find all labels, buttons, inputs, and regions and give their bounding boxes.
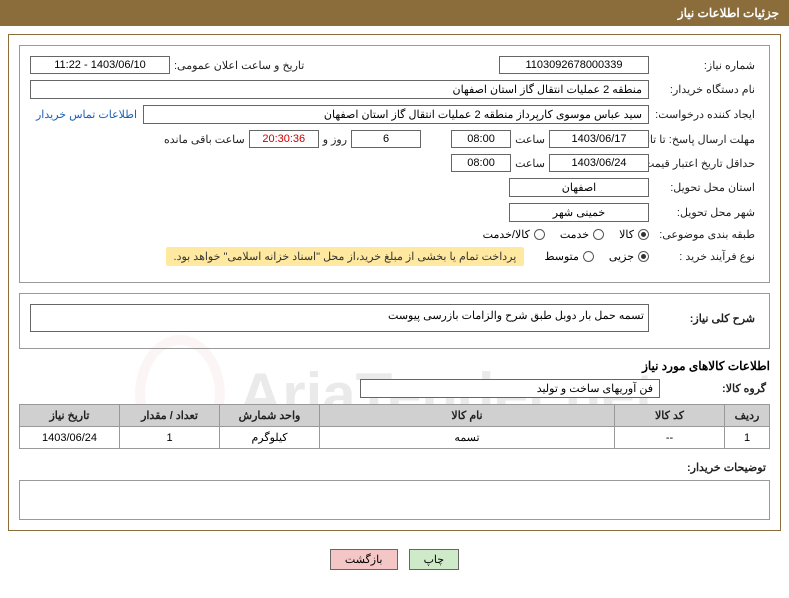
price-validity-label: حداقل تاریخ اعتبار قیمت: تا تاریخ: bbox=[649, 157, 759, 170]
hour-label-1: ساعت bbox=[511, 133, 549, 146]
row-request-creator: ایجاد کننده درخواست: سید عباس موسوی کارپ… bbox=[30, 105, 759, 124]
row-buyer-org: نام دستگاه خریدار: منطقه 2 عملیات انتقال… bbox=[30, 80, 759, 99]
request-creator-value: سید عباس موسوی کارپرداز منطقه 2 عملیات ا… bbox=[143, 105, 649, 124]
radio-kala-khedmat[interactable]: کالا/خدمت bbox=[483, 228, 545, 241]
general-desc-value: تسمه حمل بار دوبل طبق شرح والزامات بازرس… bbox=[30, 304, 649, 332]
col-date: تاریخ نیاز bbox=[20, 405, 120, 427]
buyer-notes-label: توضیحات خریدار: bbox=[660, 461, 770, 474]
table-header-row: ردیف کد کالا نام کالا واحد شمارش تعداد /… bbox=[20, 405, 770, 427]
time-remaining-label: ساعت باقی مانده bbox=[160, 133, 249, 146]
cell-row: 1 bbox=[725, 427, 770, 449]
goods-group-value: فن آوریهای ساخت و تولید bbox=[360, 379, 660, 398]
category-radio-group: کالا خدمت کالا/خدمت bbox=[483, 228, 649, 241]
days-remaining: 6 bbox=[351, 130, 421, 148]
row-category: طبقه بندی موضوعی: کالا خدمت کالا/خدمت bbox=[30, 228, 759, 241]
print-button[interactable]: چاپ bbox=[409, 549, 460, 570]
process-radio-group: جزیی متوسط bbox=[544, 250, 649, 263]
goods-group-label: گروه کالا: bbox=[660, 382, 770, 395]
button-bar: چاپ بازگشت bbox=[0, 539, 789, 580]
goods-section-title: اطلاعات کالاهای مورد نیاز bbox=[19, 359, 770, 373]
cell-date: 1403/06/24 bbox=[20, 427, 120, 449]
buyer-org-value: منطقه 2 عملیات انتقال گاز استان اصفهان bbox=[30, 80, 649, 99]
cell-qty: 1 bbox=[120, 427, 220, 449]
delivery-city-value: خمینی شهر bbox=[509, 203, 649, 222]
row-price-validity: حداقل تاریخ اعتبار قیمت: تا تاریخ: 1403/… bbox=[30, 154, 759, 172]
delivery-city-label: شهر محل تحویل: bbox=[649, 206, 759, 219]
announce-datetime-value: 1403/06/10 - 11:22 bbox=[30, 56, 170, 74]
radio-label: کالا/خدمت bbox=[483, 228, 530, 241]
process-type-label: نوع فرآیند خرید : bbox=[649, 250, 759, 263]
radio-label: جزیی bbox=[609, 250, 634, 263]
row-need-number: شماره نیاز: 1103092678000339 تاریخ و ساع… bbox=[30, 56, 759, 74]
announce-datetime-label: تاریخ و ساعت اعلان عمومی: bbox=[170, 59, 308, 72]
col-row: ردیف bbox=[725, 405, 770, 427]
general-desc-panel: شرح کلی نیاز: تسمه حمل بار دوبل طبق شرح … bbox=[19, 293, 770, 349]
col-code: کد کالا bbox=[615, 405, 725, 427]
row-delivery-province: استان محل تحویل: اصفهان bbox=[30, 178, 759, 197]
cell-unit: کیلوگرم bbox=[220, 427, 320, 449]
table-row: 1 -- تسمه کیلوگرم 1 1403/06/24 bbox=[20, 427, 770, 449]
goods-table: ردیف کد کالا نام کالا واحد شمارش تعداد /… bbox=[19, 404, 770, 449]
row-process-type: نوع فرآیند خرید : جزیی متوسط پرداخت تمام… bbox=[30, 247, 759, 266]
cell-name: تسمه bbox=[320, 427, 615, 449]
row-delivery-city: شهر محل تحویل: خمینی شهر bbox=[30, 203, 759, 222]
back-button[interactable]: بازگشت bbox=[330, 549, 398, 570]
time-remaining: 20:30:36 bbox=[249, 130, 319, 148]
response-deadline-label: مهلت ارسال پاسخ: تا تاریخ: bbox=[649, 133, 759, 146]
hour-label-2: ساعت bbox=[511, 157, 549, 170]
need-number-label: شماره نیاز: bbox=[649, 59, 759, 72]
radio-motevaset[interactable]: متوسط bbox=[544, 250, 594, 263]
payment-note: پرداخت تمام یا بخشی از مبلغ خرید،از محل … bbox=[166, 247, 525, 266]
radio-icon bbox=[593, 229, 604, 240]
response-deadline-date: 1403/06/17 bbox=[549, 130, 649, 148]
radio-label: متوسط bbox=[544, 250, 579, 263]
radio-label: خدمت bbox=[560, 228, 589, 241]
main-panel: AriaTender.net شماره نیاز: 1103092678000… bbox=[8, 34, 781, 531]
radio-kala[interactable]: کالا bbox=[619, 228, 649, 241]
radio-jozi[interactable]: جزیی bbox=[609, 250, 649, 263]
response-deadline-time: 08:00 bbox=[451, 130, 511, 148]
radio-khedmat[interactable]: خدمت bbox=[560, 228, 604, 241]
buyer-contact-link[interactable]: اطلاعات تماس خریدار bbox=[30, 108, 143, 121]
need-number-value: 1103092678000339 bbox=[499, 56, 649, 74]
request-creator-label: ایجاد کننده درخواست: bbox=[649, 108, 759, 121]
radio-icon bbox=[583, 251, 594, 262]
general-desc-label: شرح کلی نیاز: bbox=[649, 312, 759, 325]
radio-icon bbox=[638, 229, 649, 240]
page-header: جزئیات اطلاعات نیاز bbox=[0, 0, 789, 26]
col-qty: تعداد / مقدار bbox=[120, 405, 220, 427]
radio-icon bbox=[638, 251, 649, 262]
category-label: طبقه بندی موضوعی: bbox=[649, 228, 759, 241]
buyer-org-label: نام دستگاه خریدار: bbox=[649, 83, 759, 96]
radio-icon bbox=[534, 229, 545, 240]
days-and-label: روز و bbox=[319, 133, 351, 146]
col-unit: واحد شمارش bbox=[220, 405, 320, 427]
radio-label: کالا bbox=[619, 228, 634, 241]
row-goods-group: گروه کالا: فن آوریهای ساخت و تولید bbox=[19, 379, 770, 398]
price-validity-time: 08:00 bbox=[451, 154, 511, 172]
price-validity-date: 1403/06/24 bbox=[549, 154, 649, 172]
delivery-province-value: اصفهان bbox=[509, 178, 649, 197]
delivery-province-label: استان محل تحویل: bbox=[649, 181, 759, 194]
details-panel: شماره نیاز: 1103092678000339 تاریخ و ساع… bbox=[19, 45, 770, 283]
col-name: نام کالا bbox=[320, 405, 615, 427]
page-title: جزئیات اطلاعات نیاز bbox=[678, 6, 779, 20]
row-response-deadline: مهلت ارسال پاسخ: تا تاریخ: 1403/06/17 سا… bbox=[30, 130, 759, 148]
buyer-notes-box bbox=[19, 480, 770, 520]
cell-code: -- bbox=[615, 427, 725, 449]
